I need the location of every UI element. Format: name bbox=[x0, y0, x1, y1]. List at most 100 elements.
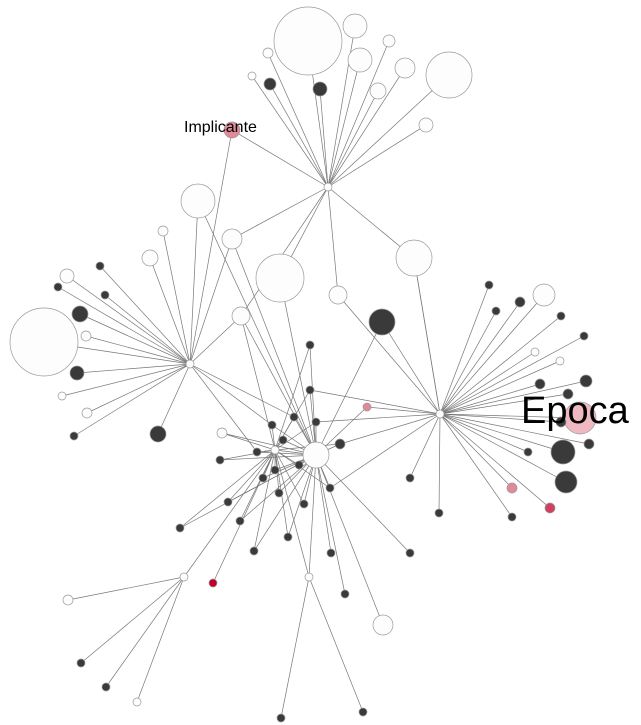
node bbox=[434, 508, 444, 518]
node bbox=[312, 81, 328, 97]
node bbox=[325, 483, 335, 493]
node bbox=[506, 482, 518, 494]
node bbox=[554, 470, 578, 494]
edge bbox=[80, 576, 185, 664]
edge bbox=[189, 129, 233, 365]
edge bbox=[67, 576, 185, 601]
node bbox=[71, 305, 89, 323]
node bbox=[556, 311, 566, 321]
node bbox=[532, 283, 556, 307]
node bbox=[342, 13, 368, 39]
edge bbox=[327, 186, 415, 259]
edge bbox=[439, 294, 545, 415]
node bbox=[262, 47, 274, 59]
edge bbox=[162, 230, 191, 365]
edge bbox=[99, 265, 191, 365]
edge bbox=[319, 88, 329, 188]
edge bbox=[327, 90, 379, 188]
node bbox=[405, 473, 415, 483]
edge bbox=[439, 413, 551, 509]
node bbox=[81, 407, 93, 419]
node bbox=[270, 465, 280, 475]
edge bbox=[439, 351, 536, 415]
node bbox=[53, 282, 63, 292]
node bbox=[231, 306, 251, 326]
edge bbox=[327, 186, 339, 296]
edge bbox=[251, 75, 329, 188]
edge bbox=[73, 363, 191, 437]
node bbox=[263, 77, 277, 91]
edge bbox=[240, 315, 317, 456]
edge bbox=[231, 129, 329, 188]
edge bbox=[136, 576, 185, 703]
edge bbox=[366, 406, 441, 415]
edge bbox=[189, 200, 199, 365]
node bbox=[579, 331, 589, 341]
node bbox=[283, 532, 293, 542]
node bbox=[258, 473, 268, 483]
node bbox=[514, 296, 526, 308]
edge bbox=[105, 576, 185, 688]
edge bbox=[327, 59, 361, 188]
edge bbox=[157, 363, 191, 435]
hub-node bbox=[179, 572, 189, 582]
node bbox=[530, 347, 540, 357]
edges bbox=[43, 25, 590, 719]
edge bbox=[197, 200, 317, 456]
node bbox=[305, 340, 315, 350]
edge bbox=[212, 449, 276, 584]
node bbox=[555, 416, 567, 428]
node bbox=[9, 307, 79, 377]
node bbox=[62, 594, 74, 606]
edge bbox=[253, 449, 276, 552]
edge bbox=[189, 238, 233, 365]
node bbox=[382, 34, 396, 48]
node bbox=[69, 431, 79, 441]
edge bbox=[279, 277, 317, 456]
node bbox=[101, 682, 111, 692]
node bbox=[555, 356, 565, 366]
edge bbox=[309, 344, 317, 456]
node bbox=[95, 261, 105, 271]
edge bbox=[253, 454, 317, 552]
edge bbox=[315, 321, 383, 456]
node bbox=[216, 427, 228, 439]
node bbox=[425, 51, 473, 99]
node bbox=[484, 280, 494, 290]
edge bbox=[219, 449, 276, 461]
node bbox=[294, 460, 304, 470]
edge bbox=[239, 454, 317, 522]
edge bbox=[79, 313, 191, 365]
node bbox=[534, 378, 546, 390]
node bbox=[394, 57, 416, 79]
edge bbox=[240, 186, 329, 317]
edge bbox=[413, 257, 441, 415]
hub-node bbox=[323, 182, 333, 192]
edge bbox=[439, 335, 585, 415]
edge bbox=[189, 363, 273, 426]
hub-node bbox=[435, 409, 445, 419]
node-label: Implicante bbox=[184, 119, 257, 136]
hub-node bbox=[304, 572, 314, 582]
edge bbox=[189, 363, 295, 418]
node bbox=[289, 412, 299, 422]
node bbox=[334, 438, 346, 450]
edge bbox=[315, 454, 411, 554]
hub-node bbox=[270, 445, 280, 455]
node bbox=[80, 330, 92, 342]
edge bbox=[86, 363, 191, 414]
edge bbox=[439, 413, 513, 489]
node bbox=[395, 239, 433, 277]
edge bbox=[439, 413, 529, 453]
node bbox=[252, 447, 262, 457]
edge bbox=[221, 432, 276, 451]
edge bbox=[439, 413, 590, 445]
node bbox=[278, 435, 288, 445]
edge bbox=[327, 67, 406, 188]
edge bbox=[274, 449, 310, 578]
hub-node bbox=[302, 441, 330, 469]
edge bbox=[189, 315, 242, 365]
edge bbox=[337, 294, 441, 415]
edge bbox=[57, 286, 191, 365]
